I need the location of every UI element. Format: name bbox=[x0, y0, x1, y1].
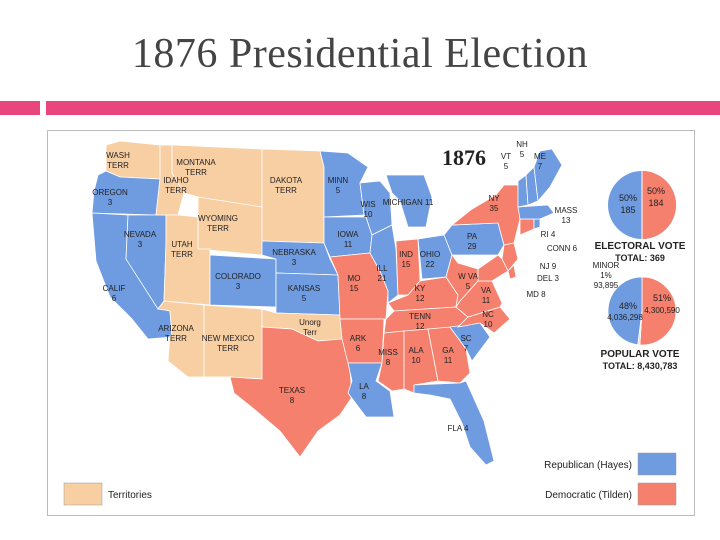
popular-dem-pct: 51% bbox=[653, 293, 671, 303]
state-label: TENN 12 bbox=[409, 312, 431, 331]
popular-dem-votes: 4,300,590 bbox=[644, 306, 680, 315]
title-accent-bar-left bbox=[0, 101, 40, 115]
state-utah bbox=[163, 214, 211, 306]
electoral-vote-chart: 50% 185 50% 184 ELECTORAL VOTE TOTAL: 36… bbox=[595, 171, 686, 263]
state-shapes bbox=[91, 140, 563, 466]
state-label: CONN 6 bbox=[547, 244, 578, 253]
state-me bbox=[533, 148, 563, 202]
popular-pie bbox=[607, 276, 677, 346]
state-label: IOWA 11 bbox=[337, 230, 359, 249]
state-label: VA 11 bbox=[481, 286, 492, 305]
electoral-vote-total: TOTAL: 369 bbox=[615, 253, 665, 263]
legend-swatch-democratic bbox=[637, 482, 677, 506]
state-label: KY 12 bbox=[415, 284, 426, 303]
state-label: KANSAS 5 bbox=[288, 284, 320, 303]
state-label: OREGON 3 bbox=[92, 188, 128, 207]
state-label: COLORADO 3 bbox=[215, 272, 261, 291]
election-map-figure: 1876 WASH TERR MONTANA TERR DAKOTA TERR OREGON… bbox=[47, 130, 695, 516]
electoral-rep-pct: 50% bbox=[619, 193, 637, 203]
state-label: Unorg Terr bbox=[299, 318, 321, 337]
state-ri bbox=[533, 218, 541, 230]
state-mich bbox=[385, 174, 433, 228]
state-wash bbox=[105, 140, 161, 180]
state-label: MICHIGAN 11 bbox=[383, 198, 434, 207]
state-nj bbox=[501, 242, 519, 272]
state-label: IDAHO TERR bbox=[163, 176, 188, 195]
state-label: ME 7 bbox=[534, 152, 546, 171]
popular-vote-title: POPULAR VOTE bbox=[601, 349, 680, 360]
electoral-vote-title: ELECTORAL VOTE bbox=[595, 241, 686, 252]
state-label: TEXAS 8 bbox=[279, 386, 305, 405]
state-label: NY 35 bbox=[488, 194, 500, 213]
popular-pie-republican bbox=[607, 276, 643, 346]
map-legend: Territories Republican (Hayes) Democrati… bbox=[63, 452, 677, 506]
state-label: SC 7 bbox=[460, 334, 471, 353]
popular-rep-votes: 4,036,298 bbox=[607, 313, 643, 322]
state-label: MISS 8 bbox=[378, 348, 398, 367]
electoral-dem-pct: 50% bbox=[647, 186, 665, 196]
electoral-dem-votes: 184 bbox=[648, 198, 663, 208]
state-la bbox=[347, 362, 395, 418]
slide-title: 1876 Presidential Election bbox=[131, 31, 589, 77]
legend-label-democratic: Democratic (Tilden) bbox=[545, 490, 632, 501]
legend-label-republican: Republican (Hayes) bbox=[544, 460, 632, 471]
map-year-label: 1876 bbox=[442, 145, 486, 170]
election-map-svg: 1876 WASH TERR MONTANA TERR DAKOTA TERR OREGON… bbox=[63, 140, 686, 506]
popular-vote-chart: MINOR 1% 93,895 48% 4,036,298 51% 4,300,… bbox=[593, 261, 681, 371]
state-arizona bbox=[157, 300, 205, 378]
state-label: WASH TERR bbox=[106, 151, 130, 170]
popular-vote-total: TOTAL: 8,430,783 bbox=[603, 361, 678, 371]
state-labels: WASH TERR MONTANA TERR DAKOTA TERR OREGON 3 IDAH… bbox=[92, 140, 577, 433]
state-label: NH 5 bbox=[516, 140, 528, 159]
state-label: LA 8 bbox=[359, 382, 369, 401]
state-label: RI 4 bbox=[541, 230, 556, 239]
popular-minor-label: MINOR bbox=[593, 261, 620, 270]
state-dakota bbox=[261, 148, 325, 244]
state-label: MASS 13 bbox=[555, 206, 578, 225]
state-label: IND 15 bbox=[399, 250, 413, 269]
popular-minor-votes: 93,895 bbox=[594, 281, 619, 290]
state-mass bbox=[517, 204, 555, 220]
state-conn bbox=[519, 218, 535, 236]
state-label: NEVADA 3 bbox=[124, 230, 157, 249]
popular-pie-democratic bbox=[639, 276, 677, 346]
state-label: ARK 6 bbox=[350, 334, 367, 353]
state-label: MO 15 bbox=[348, 274, 361, 293]
state-label: PA 29 bbox=[467, 232, 478, 251]
state-label: ARIZONA TERR bbox=[158, 324, 194, 343]
state-label: NEBRASKA 3 bbox=[272, 248, 316, 267]
state-label: WIS 10 bbox=[360, 200, 375, 219]
state-label: ILL 21 bbox=[376, 264, 388, 283]
state-label: WYOMING TERR bbox=[198, 214, 238, 233]
state-del bbox=[507, 264, 517, 280]
state-label: ALA 10 bbox=[408, 346, 424, 365]
state-label: CALIF 6 bbox=[103, 284, 126, 303]
state-kansas bbox=[275, 272, 341, 316]
state-label: W VA 5 bbox=[458, 272, 479, 291]
state-label: NJ 9 bbox=[540, 262, 557, 271]
state-label: MD 8 bbox=[526, 290, 546, 299]
state-label: MINN 5 bbox=[328, 176, 349, 195]
state-label: GA 11 bbox=[442, 346, 454, 365]
electoral-pie-democratic bbox=[642, 171, 676, 239]
state-label: FLA 4 bbox=[448, 424, 469, 433]
legend-swatch-republican bbox=[637, 452, 677, 476]
popular-minor-pct: 1% bbox=[600, 271, 612, 280]
state-label: NEW MEXICO TERR bbox=[202, 334, 254, 353]
legend-label-territories: Territories bbox=[108, 490, 152, 501]
state-label: DEL 3 bbox=[537, 274, 559, 283]
state-label: UTAH TERR bbox=[171, 240, 193, 259]
popular-rep-pct: 48% bbox=[619, 301, 637, 311]
legend-swatch-territories bbox=[63, 482, 103, 506]
state-colorado bbox=[209, 254, 277, 308]
title-accent-bar-right bbox=[46, 101, 720, 115]
state-label: NC 10 bbox=[482, 310, 494, 329]
state-label: DAKOTA TERR bbox=[270, 176, 303, 195]
state-label: MONTANA TERR bbox=[176, 158, 216, 177]
state-fla bbox=[413, 380, 495, 466]
state-label: OHIO 22 bbox=[420, 250, 440, 269]
state-label: VT 5 bbox=[501, 152, 511, 171]
electoral-rep-votes: 185 bbox=[620, 205, 635, 215]
